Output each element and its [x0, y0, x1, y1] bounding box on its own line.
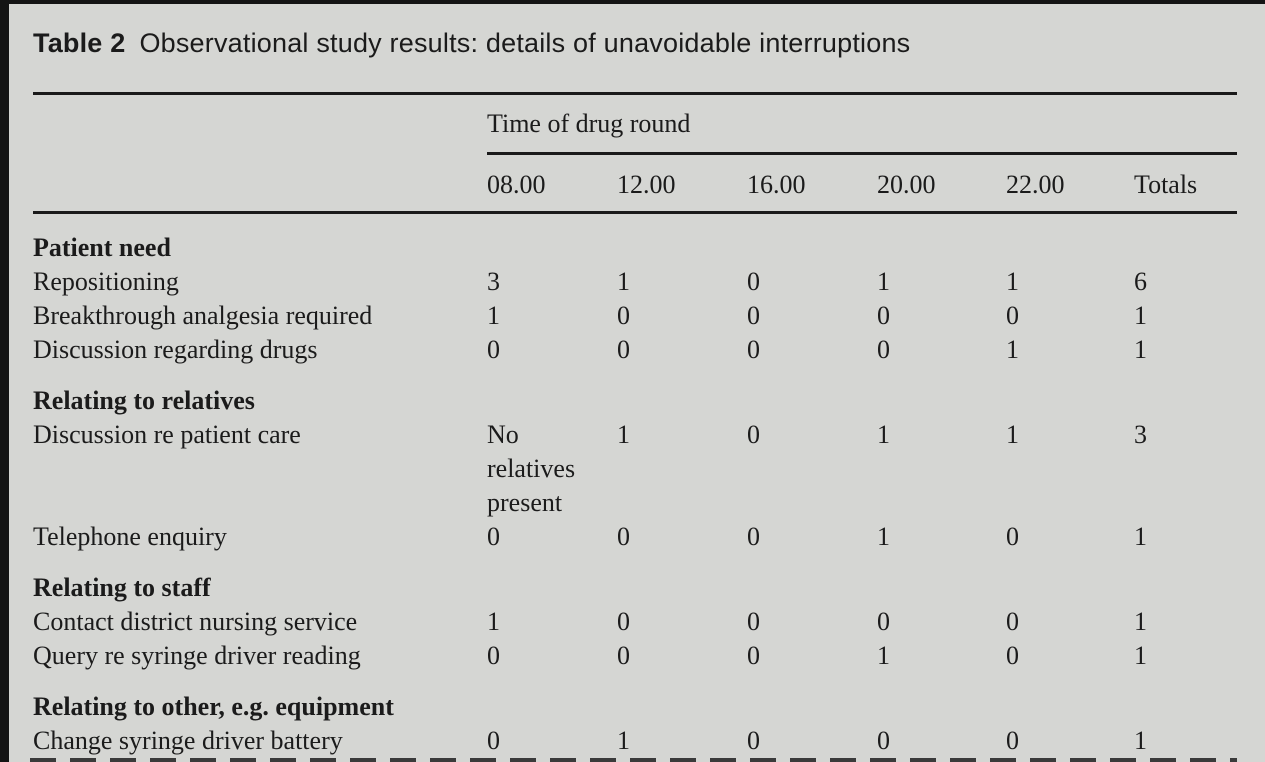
cell: 1 — [1134, 641, 1147, 670]
cell: No relatives present — [487, 420, 576, 517]
corner-cell — [33, 153, 487, 214]
cell: 1 — [487, 607, 500, 636]
cell: 0 — [617, 335, 630, 364]
cell: 1 — [617, 726, 630, 755]
cell: 1 — [1134, 301, 1147, 330]
cell: 0 — [877, 726, 890, 755]
page-top-edge-line — [0, 0, 1265, 4]
cell: 0 — [747, 301, 760, 330]
group-header: Time of drug round — [487, 93, 1238, 155]
cell: 1 — [877, 420, 890, 449]
cell: 0 — [747, 726, 760, 755]
table-row: Discussion re patient care No relatives … — [33, 418, 1237, 520]
row-label: Discussion regarding drugs — [33, 335, 318, 364]
group-header-row: Time of drug round — [33, 93, 1238, 155]
section-header-row: Relating to other, e.g. equipment — [33, 673, 1237, 724]
col-header-1600: 16.00 — [747, 153, 877, 214]
cell: 0 — [747, 420, 760, 449]
cell: 0 — [747, 607, 760, 636]
cell: 0 — [487, 522, 500, 551]
corner-cell — [33, 94, 487, 154]
cell: 1 — [1134, 522, 1147, 551]
cell: 0 — [877, 301, 890, 330]
section-title: Relating to other, e.g. equipment — [33, 692, 394, 721]
table-row: Discussion regarding drugs 0 0 0 0 1 1 — [33, 333, 1237, 367]
row-label: Query re syringe driver reading — [33, 641, 361, 670]
col-header-0800: 08.00 — [487, 153, 617, 214]
section-header-row: Relating to relatives — [33, 367, 1237, 418]
row-label: Repositioning — [33, 267, 179, 296]
cell: 0 — [1006, 726, 1019, 755]
cell: 1 — [877, 522, 890, 551]
cell: 1 — [617, 267, 630, 296]
cell: 0 — [1006, 301, 1019, 330]
section-header-row: Patient need — [33, 213, 1237, 266]
interruptions-table: Time of drug round 08.00 12.00 16.00 20.… — [33, 92, 1238, 758]
cell: 0 — [487, 726, 500, 755]
row-label: Breakthrough analgesia required — [33, 301, 373, 330]
cell: 1 — [1006, 420, 1019, 449]
cell: 0 — [617, 607, 630, 636]
table-row: Telephone enquiry 0 0 0 1 0 1 — [33, 520, 1237, 554]
cell: 1 — [1134, 335, 1147, 364]
cell: 1 — [1134, 607, 1147, 636]
col-header-2200: 22.00 — [1006, 153, 1134, 214]
cell: 0 — [877, 607, 890, 636]
row-label: Discussion re patient care — [33, 420, 301, 449]
cell: 1 — [877, 267, 890, 296]
column-header-row: 08.00 12.00 16.00 20.00 22.00 Totals — [33, 153, 1238, 214]
table-caption: Table 2 Observational study results: deta… — [33, 27, 1237, 59]
cell: 0 — [877, 335, 890, 364]
cell: 0 — [747, 267, 760, 296]
cell: 1 — [877, 641, 890, 670]
cell: 0 — [617, 301, 630, 330]
cell: 3 — [1134, 420, 1147, 449]
col-header-totals: Totals — [1134, 153, 1238, 214]
cell: 0 — [747, 641, 760, 670]
cell: 0 — [1006, 522, 1019, 551]
col-header-1200: 12.00 — [617, 153, 747, 214]
cell: 0 — [617, 641, 630, 670]
cell: 1 — [1006, 335, 1019, 364]
table-row: Contact district nursing service 1 0 0 0… — [33, 605, 1237, 639]
section-title: Patient need — [33, 233, 171, 262]
cell: 1 — [1006, 267, 1019, 296]
row-label: Contact district nursing service — [33, 607, 358, 636]
cell: 3 — [487, 267, 500, 296]
section-title: Relating to relatives — [33, 386, 255, 415]
col-header-2000: 20.00 — [877, 153, 1006, 214]
cell: 0 — [747, 522, 760, 551]
cell: 0 — [747, 335, 760, 364]
row-label: Telephone enquiry — [33, 522, 227, 551]
cell: 0 — [1006, 641, 1019, 670]
table-bottom-rule — [30, 758, 1237, 762]
cell: 0 — [487, 641, 500, 670]
section-header-row: Relating to staff — [33, 554, 1237, 605]
table-row: Change syringe driver battery 0 1 0 0 0 … — [33, 724, 1237, 758]
cell: 1 — [487, 301, 500, 330]
table-caption-label: Table 2 — [33, 28, 126, 58]
section-title: Relating to staff — [33, 573, 211, 602]
table-row: Breakthrough analgesia required 1 0 0 0 … — [33, 299, 1237, 333]
row-label: Change syringe driver battery — [33, 726, 343, 755]
table-row: Repositioning 3 1 0 1 1 6 — [33, 265, 1237, 299]
cell: 0 — [1006, 607, 1019, 636]
page-left-edge-bar — [0, 0, 9, 762]
cell: 1 — [1134, 726, 1147, 755]
cell: 6 — [1134, 267, 1147, 296]
table-row: Query re syringe driver reading 0 0 0 1 … — [33, 639, 1237, 673]
table-caption-title: Observational study results: details of … — [139, 28, 911, 58]
cell: 1 — [617, 420, 630, 449]
cell: 0 — [617, 522, 630, 551]
cell: 0 — [487, 335, 500, 364]
